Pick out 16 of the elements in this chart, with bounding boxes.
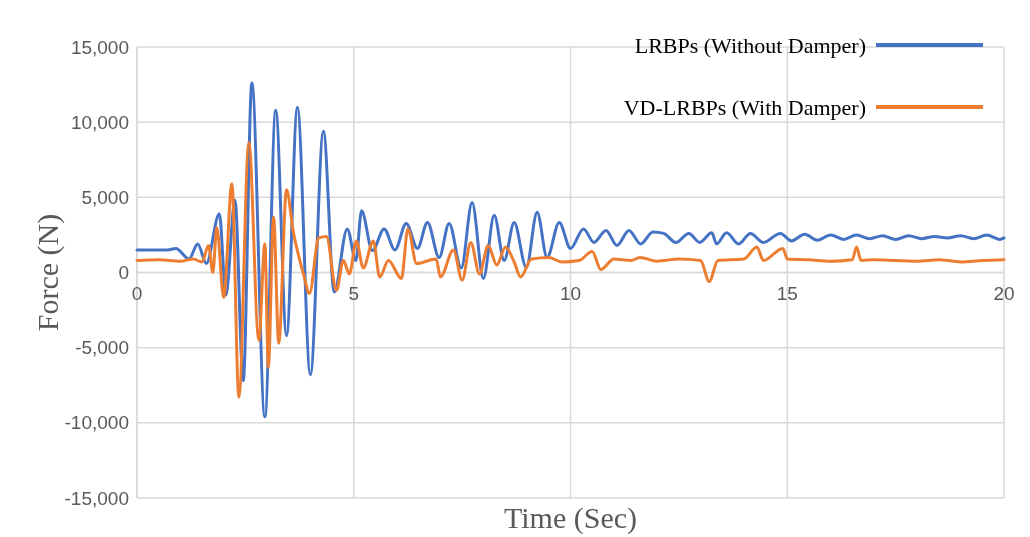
x-tick-label: 0: [131, 282, 143, 304]
x-axis-title: Time (Sec): [503, 501, 638, 535]
y-axis-title: Force (N): [31, 213, 65, 332]
y-tick-label: 0: [118, 262, 129, 284]
x-tick-label: 15: [776, 282, 798, 304]
x-tick-label: 20: [993, 282, 1015, 304]
y-tick-label: -10,000: [64, 412, 129, 434]
y-tick-label: -5,000: [75, 337, 129, 359]
y-tick-label: 15,000: [70, 36, 129, 58]
x-tick-label: 10: [559, 282, 582, 304]
y-tick-label: -15,000: [64, 487, 129, 509]
y-tick-label: 10,000: [70, 111, 129, 133]
x-tick-label: 5: [348, 282, 360, 304]
y-tick-label: 5,000: [81, 186, 129, 208]
legend-label: VD-LRBPs (With Damper): [623, 94, 866, 120]
legend-label: LRBPs (Without Damper): [634, 32, 866, 58]
